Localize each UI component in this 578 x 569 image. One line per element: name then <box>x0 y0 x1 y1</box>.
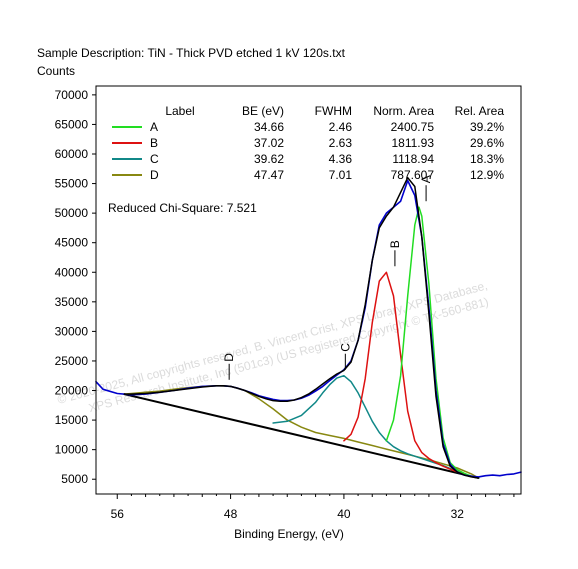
legend-cell: 37.02 <box>254 136 284 150</box>
legend-cell: A <box>150 120 158 134</box>
legend-cell: 47.47 <box>254 168 284 182</box>
legend-header: BE (eV) <box>242 104 284 118</box>
y-tick-label: 70000 <box>55 88 89 102</box>
legend-header: FWHM <box>315 104 352 118</box>
series-layer <box>95 176 522 479</box>
series-line-a <box>385 206 480 479</box>
y-tick-label: 55000 <box>55 177 89 191</box>
y-tick-label: 5000 <box>61 472 88 486</box>
legend-cell: B <box>150 136 158 150</box>
legend-cell: C <box>150 152 159 166</box>
legend-cell: 7.01 <box>329 168 353 182</box>
legend-cell: 2.46 <box>329 120 353 134</box>
y-axis-unit-label: Counts <box>37 64 76 78</box>
series-line-c <box>272 374 480 479</box>
legend-header: Norm. Area <box>373 104 434 118</box>
y-tick-label: 15000 <box>55 413 89 427</box>
legend-cell: D <box>150 168 159 182</box>
peak-label-c: C <box>338 343 352 352</box>
legend-cell: 12.9% <box>470 168 504 182</box>
legend-cell: 4.36 <box>329 152 353 166</box>
y-tick-label: 60000 <box>55 147 89 161</box>
y-tick-label: 50000 <box>55 206 89 220</box>
series-line-background <box>123 393 480 479</box>
legend: Label BE (eV) FWHM Norm. Area Rel. Area A 34.6… <box>112 104 504 182</box>
y-tick-label: 65000 <box>55 117 89 131</box>
legend-cell: 39.2% <box>470 120 504 134</box>
peak-label-b: B <box>388 240 402 248</box>
x-tick-label: 40 <box>337 507 351 521</box>
x-tick-label: 56 <box>111 507 125 521</box>
legend-header: Label <box>165 104 194 118</box>
y-tick-label: 10000 <box>55 443 89 457</box>
legend-cell: 787.607 <box>391 168 435 182</box>
series-line-d <box>123 385 480 479</box>
y-tick-label: 30000 <box>55 324 89 338</box>
x-axis-label: Binding Energy, (eV) <box>234 527 344 541</box>
legend-cell: 1118.94 <box>392 152 434 166</box>
reduced-chi-square: Reduced Chi-Square: 7.521 <box>108 201 257 215</box>
sample-description: Sample Description: TiN - Thick PVD etch… <box>37 46 345 60</box>
legend-cell: 18.3% <box>470 152 504 166</box>
x-tick-label: 32 <box>451 507 465 521</box>
y-tick-label: 45000 <box>55 236 89 250</box>
peak-label-a: A <box>419 175 433 183</box>
peak-labels: A B C D <box>222 175 433 380</box>
axes: 5000 10000 15000 20000 25000 30000 35000 40000 4… <box>55 85 522 521</box>
legend-cell: 29.6% <box>470 136 504 150</box>
plot-frame <box>95 85 522 495</box>
legend-cell: 34.66 <box>254 120 284 134</box>
peak-label-d: D <box>222 353 236 362</box>
legend-header: Rel. Area <box>455 104 505 118</box>
watermark-line-1: © 2020-2025, All copyrights reserved, B.… <box>56 278 489 407</box>
y-tick-label: 35000 <box>55 295 89 309</box>
y-tick-label: 20000 <box>55 384 89 398</box>
x-tick-label: 48 <box>224 507 238 521</box>
legend-cell: 1811.93 <box>392 136 435 150</box>
y-tick-label: 40000 <box>55 265 89 279</box>
legend-cell: 39.62 <box>254 152 284 166</box>
y-tick-label: 25000 <box>55 354 89 368</box>
legend-cell: 2.63 <box>329 136 353 150</box>
series-line-fit <box>123 176 480 479</box>
legend-cell: 2400.75 <box>391 120 435 134</box>
